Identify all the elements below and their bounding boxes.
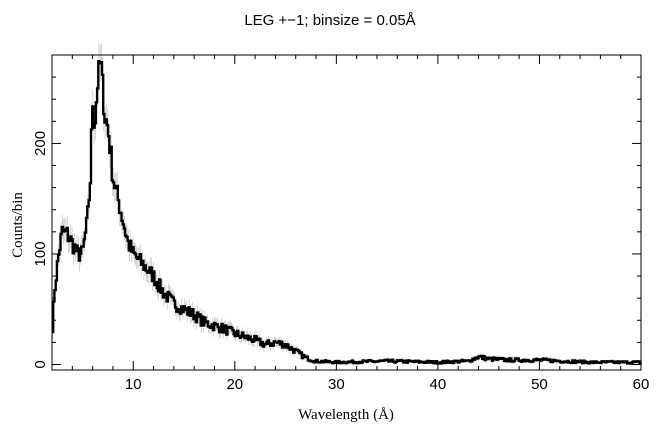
x-tick-label: 50 [531,376,548,393]
x-tick-label: 40 [430,376,447,393]
y-axis-label: Counts/bin [10,192,26,258]
chart-title: LEG +−1; binsize = 0.05Å [244,12,415,29]
x-tick-label: 20 [226,376,243,393]
y-tick-labels: 0 100 200 [32,131,49,369]
x-tick-labels: 10 20 30 40 50 60 [125,376,649,393]
plot-frame [51,54,642,371]
y-tick-label: 0 [32,360,49,368]
x-tick-label: 30 [328,376,345,393]
error-bars [52,43,642,366]
axis-ticks [51,55,642,370]
x-tick-label: 10 [125,376,142,393]
y-tick-label: 200 [32,131,49,156]
x-tick-label: 60 [633,376,650,393]
series-line [52,60,642,365]
x-axis-label: Wavelength (Å) [298,407,394,423]
y-tick-label: 100 [32,241,49,266]
